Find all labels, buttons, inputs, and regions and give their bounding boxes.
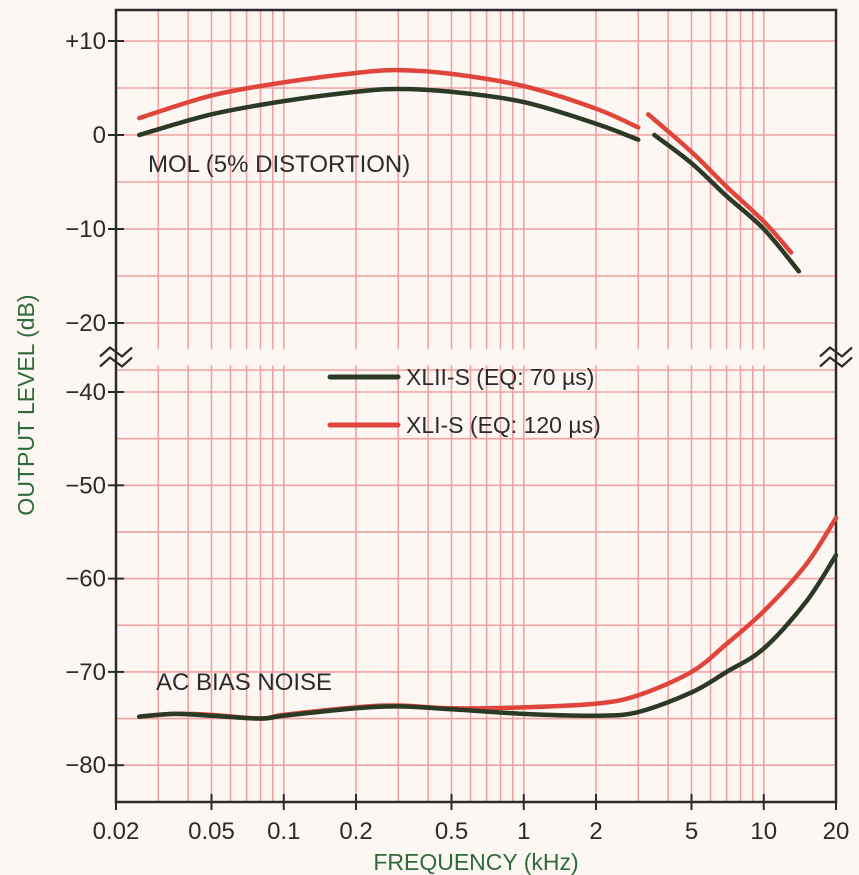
- x-tick-label: 0.02: [93, 818, 140, 845]
- y-tick-label: −70: [65, 659, 106, 686]
- x-tick-label: 1: [517, 818, 530, 845]
- x-tick-label: 20: [823, 818, 850, 845]
- y-axis-title: OUTPUT LEVEL (dB): [13, 294, 39, 515]
- x-tick-label: 10: [750, 818, 777, 845]
- series-line-noise-xlii-s: [137, 553, 839, 721]
- plot-frame: [114, 8, 838, 804]
- axis-break-gap: [118, 349, 834, 366]
- mol-annotation: MOL (5% DISTORTION): [148, 151, 410, 178]
- x-tick-label: 5: [685, 818, 698, 845]
- axis-break-mark-right: [819, 346, 853, 358]
- x-tick-label: 0.5: [435, 818, 468, 845]
- x-axis-title: FREQUENCY (kHz): [373, 849, 578, 875]
- y-tick-label: −60: [65, 566, 106, 593]
- axis-ticks: 0.02 0.05 0.1 0.2 0.5 1 2 5 10 20 +10 0 −10 −20 −40 −50…: [65, 28, 849, 845]
- plot-background: [116, 10, 836, 802]
- y-tick-label: −50: [65, 472, 106, 499]
- series-line-mol-xli-s: [645, 112, 794, 255]
- y-tick-label: +10: [65, 28, 106, 55]
- y-tick-label: −20: [65, 310, 106, 337]
- axis-break-mark-left: [99, 346, 133, 358]
- y-tick-label: −40: [65, 379, 106, 406]
- axis-break-marks: [99, 346, 853, 368]
- y-tick-label: 0: [93, 122, 106, 149]
- y-tick-label: −80: [65, 752, 106, 779]
- series-line-mol-xlii-s: [652, 132, 802, 274]
- legend-label-xli-s: XLI-S (EQ: 120 µs): [406, 412, 601, 438]
- legend-label-xlii-s: XLII-S (EQ: 70 µs): [406, 364, 594, 390]
- x-tick-label: 2: [589, 818, 602, 845]
- noise-annotation: AC BIAS NOISE: [156, 669, 332, 696]
- grid-lines: [116, 10, 836, 802]
- x-tick-label: 0.2: [339, 818, 372, 845]
- series-layer: [137, 67, 839, 721]
- axis-break-mark-left: [99, 356, 133, 368]
- legend: XLII-S (EQ: 70 µs) XLI-S (EQ: 120 µs): [327, 364, 601, 438]
- series-line-mol-xlii-s: [137, 86, 641, 142]
- x-tick-label: 0.1: [267, 818, 300, 845]
- y-tick-label: −10: [65, 216, 106, 243]
- series-line-mol-xli-s: [137, 67, 641, 130]
- axis-break-mark-right: [819, 356, 853, 368]
- x-tick-label: 0.05: [188, 818, 235, 845]
